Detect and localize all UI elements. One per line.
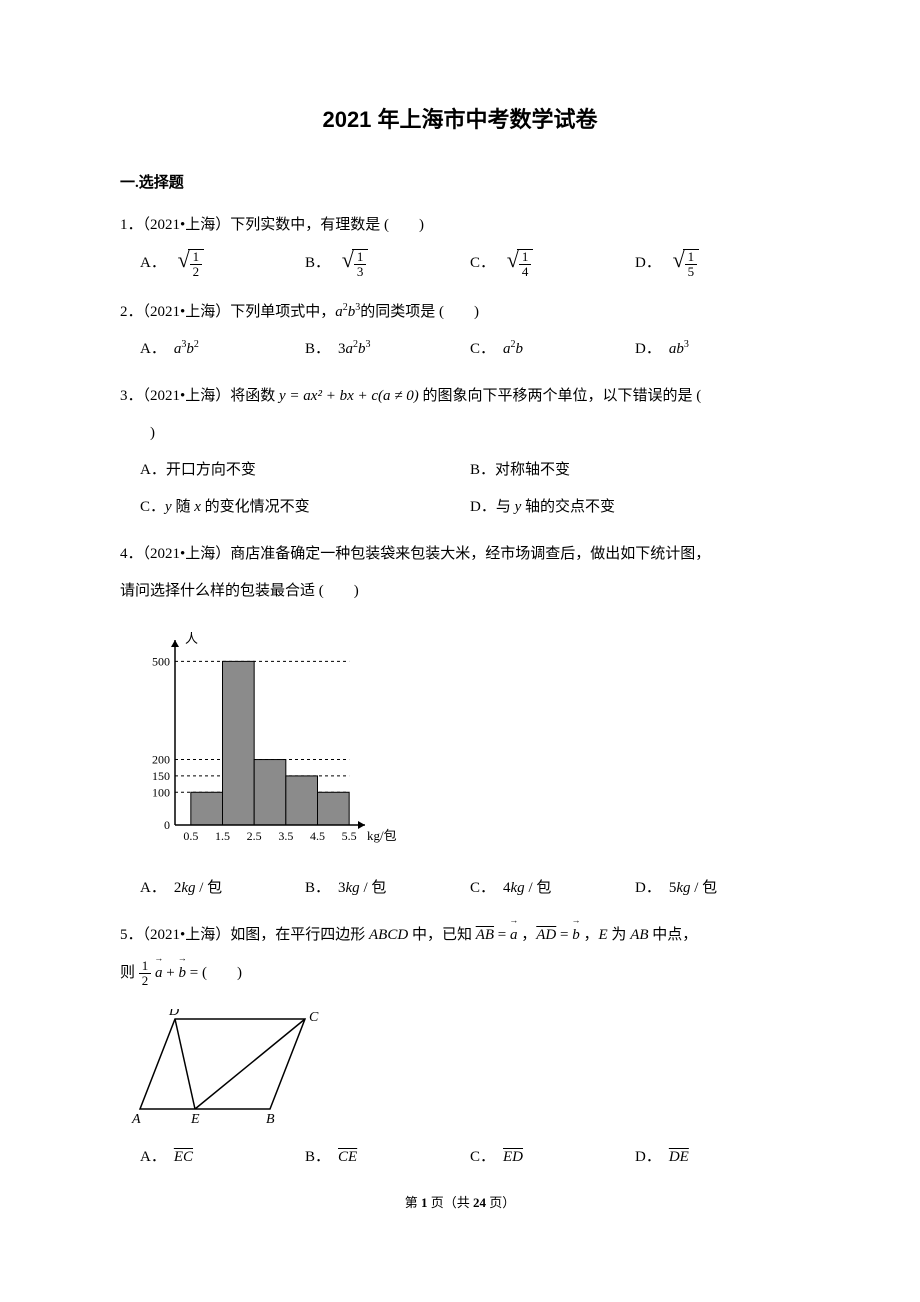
parallelogram-diagram: A E B D C [130,1009,345,1129]
q2-opt-d: D．ab3 [635,336,800,363]
svg-text:C: C [309,1010,319,1025]
q3-options-row2: C．y 随 x 的变化情况不变 D．与 y 轴的交点不变 [120,494,800,521]
sqrt-icon: √15 [673,249,700,280]
svg-text:3.5: 3.5 [278,829,293,843]
q4-stem-line1: 4．（2021•上海）商店准备确定一种包装袋来包装大米，经市场调查后，做出如下统… [120,541,800,568]
q2-opt-a: A．a3b2 [140,336,305,363]
q4-stem-line2: 请问选择什么样的包装最合适 ( ) [120,578,800,605]
page-footer: 第 1 页（共 24 页） [120,1191,800,1214]
svg-text:E: E [190,1112,200,1127]
svg-text:D: D [168,1009,179,1019]
q4-options: A．2kg / 包 B．3kg / 包 C．4kg / 包 D．5kg / 包 [120,875,800,902]
q5-opt-b: B．CE [305,1144,470,1171]
q3-prefix: 3．（2021•上海）将函数 [120,388,279,404]
question-5: 5．（2021•上海）如图，在平行四边形 ABCD 中，已知 AB = a ，A… [120,922,800,1171]
q5-stem-line2: 则 12 a + b = ( ) [120,959,800,989]
svg-text:kg/包: kg/包 [367,828,397,843]
q3-opt-a: A．开口方向不变 [140,457,470,484]
section-header: 一.选择题 [120,170,800,197]
q1-stem-text: 1．（2021•上海）下列实数中，有理数是 [120,217,380,233]
q3-stem-line2: ) [120,420,800,447]
question-4: 4．（2021•上海）商店准备确定一种包装袋来包装大米，经市场调查后，做出如下统… [120,541,800,902]
svg-text:100: 100 [152,785,170,799]
opt-label: A． [140,255,166,271]
opt-label: C． [470,255,495,271]
q1-options: A． √12 B． √13 C． √14 D． √15 [120,249,800,280]
q1-opt-d: D． √15 [635,249,800,280]
q2-stem-prefix: 2．（2021•上海）下列单项式中， [120,304,335,320]
svg-text:500: 500 [152,655,170,669]
q2-opt-c: C．a2b [470,336,635,363]
opt-label: B． [305,255,330,271]
q5-opt-a: A．EC [140,1144,305,1171]
bar-chart: 100 150 200 500 0 0.5 1.5 2.5 3.5 4.5 5.5 人 kg/包 [130,630,430,850]
question-1: 1．（2021•上海）下列实数中，有理数是 ( ) A． √12 B． √13 … [120,212,800,280]
svg-text:0: 0 [164,818,170,832]
svg-text:5.5: 5.5 [342,829,357,843]
q1-stem: 1．（2021•上海）下列实数中，有理数是 ( ) [120,212,800,239]
svg-text:200: 200 [152,753,170,767]
svg-text:4.5: 4.5 [310,829,325,843]
q3-suffix: 的图象向下平移两个单位，以下错误的是 [419,388,693,404]
opt-label: D． [635,255,661,271]
q2-stem-suffix: 的同类项是 [360,304,435,320]
q3-stem: 3．（2021•上海）将函数 y = ax² + bx + c(a ≠ 0) 的… [120,383,800,410]
q3-formula: y = ax² + bx + c(a ≠ 0) [279,388,419,404]
q3-opt-b: B．对称轴不变 [470,457,800,484]
svg-text:1.5: 1.5 [215,829,230,843]
q3-opt-d: D．与 y 轴的交点不变 [470,494,800,521]
q1-opt-c: C． √14 [470,249,635,280]
q4-opt-d: D．5kg / 包 [635,875,800,902]
q2-opt-b: B．3a2b3 [305,336,470,363]
q2-stem: 2．（2021•上海）下列单项式中，a2b3的同类项是 ( ) [120,299,800,326]
q5-stem-line1: 5．（2021•上海）如图，在平行四边形 ABCD 中，已知 AB = a ，A… [120,922,800,949]
q4-opt-a: A．2kg / 包 [140,875,305,902]
q5-opt-d: D．DE [635,1144,800,1171]
question-2: 2．（2021•上海）下列单项式中，a2b3的同类项是 ( ) A．a3b2 B… [120,299,800,363]
question-3: 3．（2021•上海）将函数 y = ax² + bx + c(a ≠ 0) 的… [120,383,800,521]
svg-text:A: A [131,1112,141,1127]
svg-text:2.5: 2.5 [247,829,262,843]
svg-text:150: 150 [152,769,170,783]
q1-opt-a: A． √12 [140,249,305,280]
q3-options-row1: A．开口方向不变 B．对称轴不变 [120,457,800,484]
sqrt-icon: √14 [507,249,534,280]
q3-opt-c: C．y 随 x 的变化情况不变 [140,494,470,521]
svg-text:B: B [266,1112,275,1127]
svg-text:0.5: 0.5 [183,829,198,843]
q4-opt-b: B．3kg / 包 [305,875,470,902]
svg-text:人: 人 [185,631,198,646]
sqrt-icon: √13 [342,249,369,280]
q5-opt-c: C．ED [470,1144,635,1171]
q2-options: A．a3b2 B．3a2b3 C．a2b D．ab3 [120,336,800,363]
q4-opt-c: C．4kg / 包 [470,875,635,902]
q1-opt-b: B． √13 [305,249,470,280]
exam-title: 2021 年上海市中考数学试卷 [120,100,800,140]
q1-paren: ( ) [380,217,424,233]
sqrt-icon: √12 [178,249,205,280]
q5-options: A．EC B．CE C．ED D．DE [120,1144,800,1171]
